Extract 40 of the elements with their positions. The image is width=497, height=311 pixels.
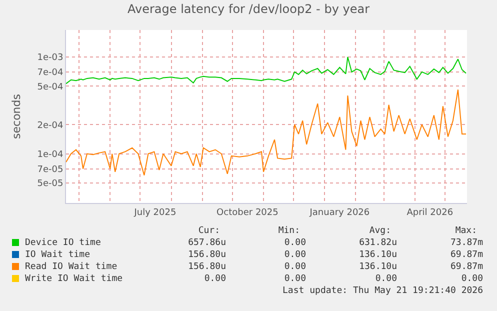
legend-label: Device IO time: [25, 238, 101, 248]
x-tick-label: October 2025: [216, 208, 278, 218]
x-tick-label: April 2026: [406, 208, 454, 218]
text: Cur:: [198, 226, 220, 237]
text: Max:: [455, 226, 477, 237]
y-tick-label: 7e-05: [37, 164, 64, 175]
text: Last update: Thu May 21 19:21:40 2026: [282, 286, 483, 297]
y-tick-label: 5e-04: [37, 82, 64, 92]
text: 0.00: [284, 262, 306, 273]
text: 631.82u: [359, 238, 397, 249]
chart-title: Average latency for /dev/loop2 - by year: [127, 2, 370, 16]
text: Avg:: [369, 226, 391, 237]
legend-label: Write IO Wait time: [25, 274, 123, 284]
legend-label: Read IO Wait time: [25, 262, 118, 272]
text: 136.10u: [359, 262, 397, 273]
legend-label: IO Wait time: [25, 250, 90, 260]
text: 0.00: [204, 274, 226, 285]
text: 0.00: [284, 250, 306, 261]
y-tick-label: 5e-05: [37, 179, 64, 190]
y-tick-label: 7e-04: [37, 68, 64, 78]
text: 69.87m: [450, 262, 483, 273]
y-tick-label: 2e-04: [37, 120, 64, 131]
text: 69.87m: [450, 250, 483, 261]
x-tick-label: January 2026: [308, 208, 370, 218]
text: Min:: [278, 226, 300, 237]
text: 73.87m: [450, 238, 483, 249]
text: 156.80u: [188, 250, 226, 261]
y-axis-title: seconds: [10, 94, 23, 139]
text: 0.00: [461, 274, 483, 285]
y-tick-label: 1e-04: [37, 150, 64, 160]
text: 657.86u: [188, 238, 226, 249]
x-tick-label: July 2025: [133, 208, 176, 218]
text: 136.10u: [359, 250, 397, 261]
line-series: [66, 89, 466, 176]
line-series: [66, 56, 466, 84]
text: 0.00: [284, 238, 306, 249]
text: 0.00: [284, 274, 306, 285]
text: 0.00: [375, 274, 397, 285]
y-tick-label: 1e-03: [37, 53, 64, 64]
text: 156.80u: [188, 262, 226, 273]
